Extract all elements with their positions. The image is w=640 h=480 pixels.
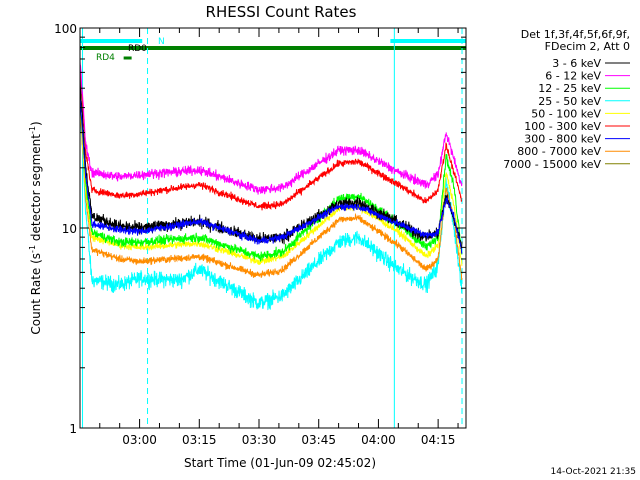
series-line [80,67,463,211]
attenuator-label: RD0 [128,44,147,54]
attenuator-bar [123,56,132,60]
y-axis-label-close: ) [29,121,43,126]
chart-title: RHESSI Count Rates [206,3,357,21]
legend-header-line: Det 1f,3f,4f,5f,6f,9f, [521,28,630,41]
y-axis-label-part: Count Rate (s [29,253,43,335]
attenuator-bar [390,39,466,43]
x-tick-label: 03:30 [242,433,277,447]
legend: Det 1f,3f,4f,5f,6f,9f,FDecim 2, Att 0 3 -… [503,28,630,171]
series-line [80,78,463,250]
x-tick-label: 04:00 [361,433,396,447]
series-line [80,61,463,195]
x-tick-label: 03:15 [182,433,217,447]
legend-label: 12 - 25 keV [538,82,601,95]
legend-label: 300 - 800 keV [524,133,601,146]
x-tick-label: 03:45 [301,433,336,447]
y-tick-label: 100 [54,22,77,36]
y-axis-label-part-2: detector segment [29,134,43,245]
legend-label: 25 - 50 keV [538,95,601,108]
series-layer [80,61,463,311]
series-line [80,98,463,254]
legend-header-line: FDecim 2, Att 0 [545,40,630,53]
series-line [80,107,463,281]
legend-label: 50 - 100 keV [531,107,601,120]
y-axis-label-exponent: -1 [28,245,37,253]
attenuator-bar [80,39,143,43]
x-axis-label: Start Time (01-Jun-09 02:45:02) [184,456,376,470]
y-axis-label-exponent-2: -1 [28,126,37,134]
series-line [80,106,463,311]
attenuator-label: RD4 [96,53,115,63]
attenuator-state-layer [80,39,466,60]
legend-label: 6 - 12 keV [545,70,601,83]
legend-label: 800 - 7000 keV [517,145,601,158]
y-tick-label: 10 [62,222,77,236]
legend-label: 3 - 6 keV [552,57,601,70]
y-axis-label: Count Rate (s-1 detector segment-1) [28,121,43,334]
y-tick-label: 1 [69,422,77,436]
attenuator-label: N [158,37,165,47]
x-tick-label: 03:00 [122,433,157,447]
legend-label: 100 - 300 keV [524,120,601,133]
x-axis: 03:00 03:15 03:30 03:45 04:00 04:15 [99,28,459,447]
legend-label: 7000 - 15000 keV [503,158,601,171]
x-tick-label: 04:15 [421,433,456,447]
timestamp-label: 14-Oct-2021 21:35 [551,467,636,477]
attenuator-bar [80,46,466,50]
